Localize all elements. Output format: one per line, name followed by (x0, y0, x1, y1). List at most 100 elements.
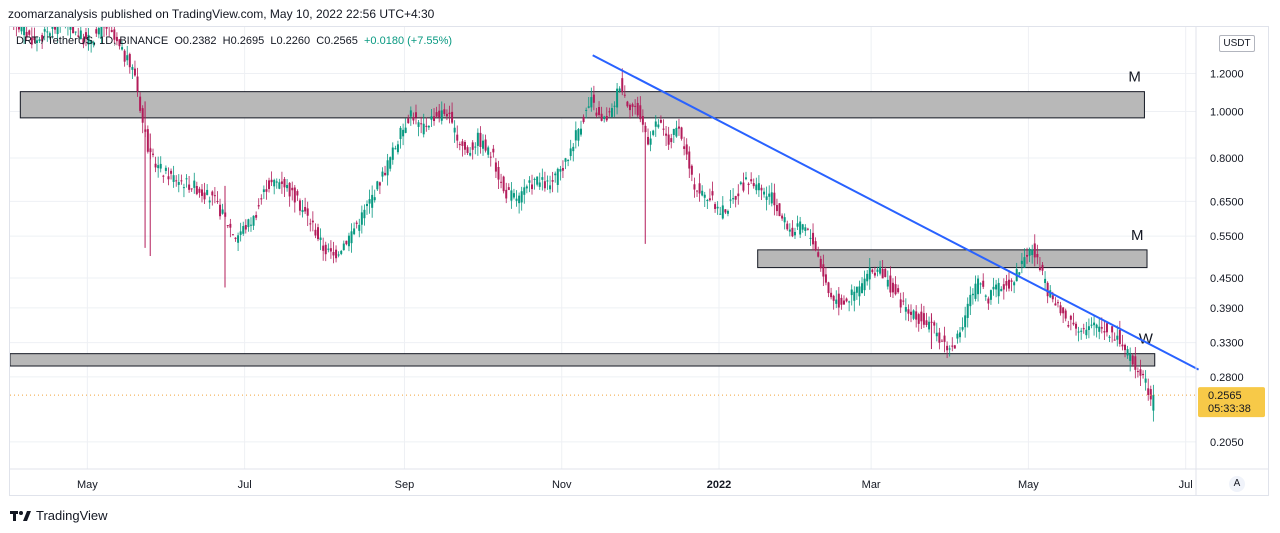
candle-body (123, 50, 126, 62)
candle-body (182, 187, 185, 189)
candle-body (690, 165, 693, 175)
candle (208, 196, 211, 209)
candle-body (745, 177, 748, 180)
candle-body (1044, 278, 1047, 283)
chart-frame[interactable] (9, 26, 1269, 496)
candle-body (304, 206, 307, 212)
candle (696, 190, 699, 198)
candle (659, 115, 662, 124)
candle-body (592, 94, 595, 103)
candle-body (38, 39, 41, 42)
candle-body (696, 190, 699, 192)
candle-body (347, 235, 350, 247)
candle-body (489, 156, 492, 158)
candle-body (1118, 330, 1121, 344)
candle-body (381, 171, 384, 177)
candle (582, 114, 585, 124)
candle (623, 85, 626, 98)
candle-body (732, 198, 735, 200)
candle-body (200, 189, 203, 196)
candle (170, 168, 173, 180)
candle-body (819, 258, 822, 269)
candle-body (520, 191, 523, 203)
candle (1116, 325, 1119, 347)
last-price-badge (1198, 387, 1265, 418)
y-tick-label: 0.3300 (1210, 338, 1244, 350)
candle (306, 201, 309, 227)
candle (721, 196, 724, 220)
candle-body (680, 127, 683, 139)
candle (595, 107, 598, 118)
candle-body (394, 148, 397, 150)
candle (832, 294, 835, 310)
candle (760, 184, 763, 201)
candle-body (861, 283, 864, 293)
symbol-legend[interactable]: DRT / TetherUS, 1D, BINANCE O0.2382 H0.2… (16, 35, 452, 47)
candle (796, 215, 799, 230)
candle (1041, 262, 1044, 276)
candle (360, 205, 363, 234)
auto-scale-button[interactable]: A (1229, 476, 1245, 492)
candle (90, 39, 93, 53)
candle (956, 330, 959, 344)
candle (298, 198, 301, 216)
candle (1152, 384, 1155, 422)
candle (791, 220, 794, 238)
candle (82, 33, 85, 49)
candle (1103, 321, 1106, 340)
candle (734, 195, 737, 208)
candle-body (533, 178, 536, 180)
candle (745, 171, 748, 181)
currency-badge[interactable]: USDT (1219, 35, 1255, 52)
y-tick-label: 0.4500 (1210, 273, 1244, 285)
candle-body (121, 47, 124, 50)
candle-body (170, 170, 173, 174)
candle (912, 309, 915, 321)
candle-body (979, 283, 982, 285)
candle-body (953, 345, 956, 349)
candle (268, 177, 271, 193)
candle (982, 273, 985, 290)
candle-body (1077, 331, 1080, 333)
candle (427, 125, 430, 131)
candle-body (335, 249, 338, 259)
candle-body (809, 237, 812, 239)
candle (231, 233, 234, 236)
candle-body (840, 297, 843, 305)
candle-body (1000, 288, 1003, 292)
candle (528, 176, 531, 193)
candle (997, 278, 1000, 304)
candle (910, 304, 913, 323)
candle (866, 270, 869, 286)
candle (812, 223, 815, 251)
candle (799, 216, 802, 239)
candle (995, 279, 998, 298)
candle (636, 96, 639, 118)
candle-body (340, 250, 343, 254)
candle-body (502, 176, 505, 192)
candle-body (561, 167, 564, 171)
candle (1010, 278, 1013, 292)
candle-body (781, 215, 784, 219)
candle-body (891, 282, 894, 293)
candle-body (15, 18, 17, 26)
candle-body (327, 248, 330, 250)
candle-layer (13, 18, 1155, 422)
candle-body (608, 111, 611, 113)
candle (951, 337, 954, 352)
candle (1098, 319, 1101, 340)
footer-brand: TradingView (36, 508, 108, 523)
candle (185, 174, 188, 188)
candle-body (79, 30, 82, 40)
candle (1113, 332, 1116, 341)
candle (502, 175, 505, 194)
candle-body (43, 29, 46, 32)
candle (399, 126, 402, 149)
candle-body (647, 136, 650, 145)
candle-body (25, 31, 28, 38)
candle-body (399, 127, 402, 140)
candle-body (466, 147, 469, 153)
tradingview-footer[interactable]: TradingView (10, 508, 108, 523)
candle-body (546, 180, 549, 182)
